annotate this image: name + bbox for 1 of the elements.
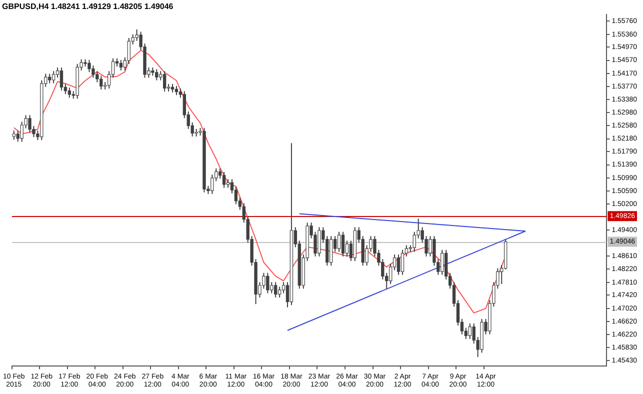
- chart-title: GBPUSD,H4 1.48241 1.49129 1.48205 1.49046: [2, 2, 174, 12]
